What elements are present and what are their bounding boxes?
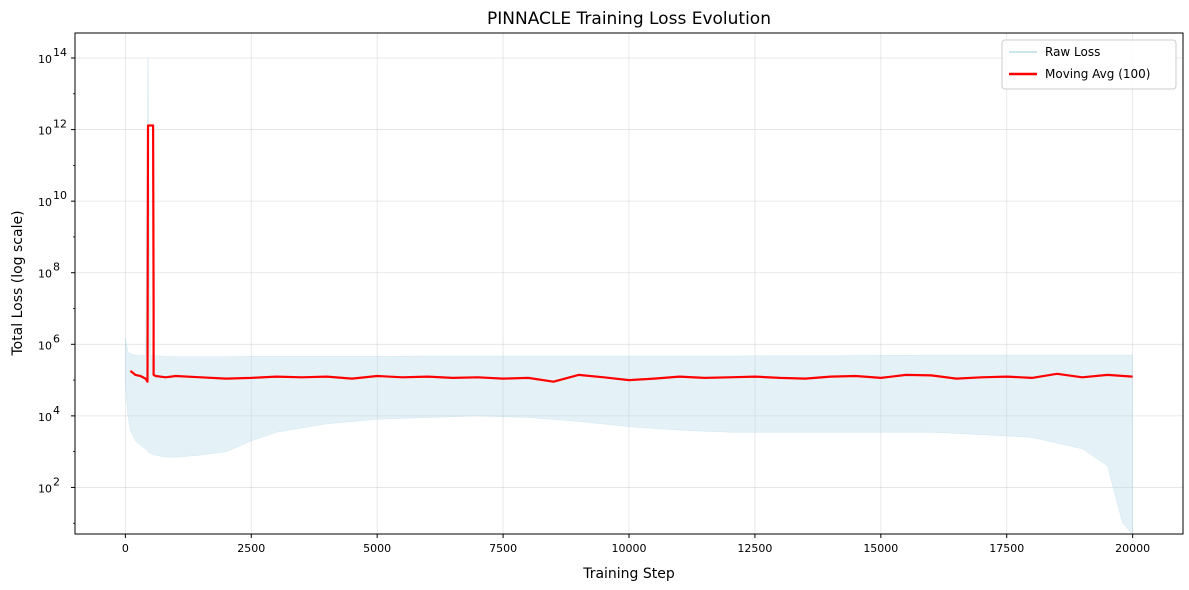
y-tick-label: 10 [38, 268, 52, 281]
y-tick-label: 10 [38, 53, 52, 66]
y-tick-exponent: 2 [53, 475, 60, 488]
grid [75, 33, 1183, 534]
y-tick-label: 10 [38, 125, 52, 138]
y-tick-exponent: 10 [53, 189, 67, 202]
legend-label-moving-avg: Moving Avg (100) [1045, 67, 1150, 81]
x-axis-title: Training Step [582, 566, 675, 582]
chart-title: PINNACLE Training Loss Evolution [487, 9, 771, 29]
y-tick-exponent: 6 [53, 332, 60, 345]
x-axis: 0 2500 5000 7500 10000 12500 15000 17500 20000 [122, 534, 1150, 555]
y-tick-label: 10 [38, 411, 52, 424]
legend-box [1001, 39, 1177, 90]
y-tick-exponent: 14 [53, 46, 67, 59]
x-tick-label: 2500 [237, 542, 265, 555]
y-tick-exponent: 8 [53, 261, 60, 274]
x-tick-label: 17500 [989, 542, 1024, 555]
y-tick-exponent: 12 [53, 118, 67, 131]
x-tick-label: 15000 [863, 542, 898, 555]
moving-avg-line [129, 124, 1133, 383]
y-tick-exponent: 4 [53, 404, 60, 417]
legend-label-raw-loss: Raw Loss [1045, 45, 1100, 59]
y-tick-label: 10 [38, 339, 52, 352]
y-tick-label: 10 [38, 482, 52, 495]
legend: Raw Loss Moving Avg (100) [1001, 39, 1177, 90]
x-tick-label: 10000 [612, 542, 647, 555]
x-tick-label: 5000 [363, 542, 391, 555]
x-tick-label: 0 [122, 542, 129, 555]
x-tick-label: 12500 [737, 542, 772, 555]
x-tick-label: 7500 [489, 542, 517, 555]
x-tick-label: 20000 [1115, 542, 1150, 555]
y-tick-label: 10 [38, 196, 52, 209]
y-axis-title: Total Loss (log scale) [10, 210, 26, 356]
